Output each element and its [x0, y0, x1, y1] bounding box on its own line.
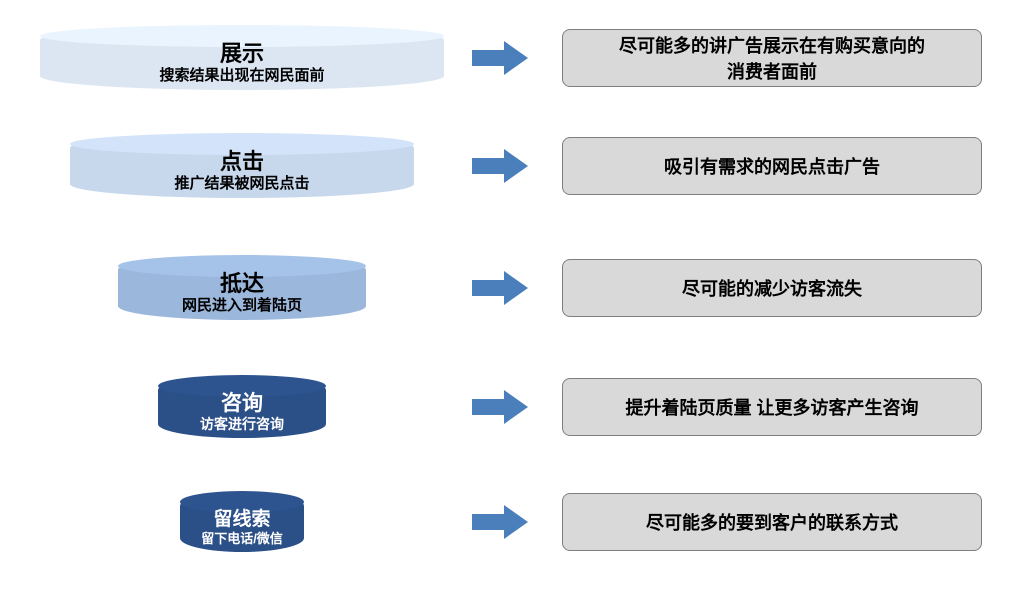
stage-subtitle: 搜索结果出现在网民面前 — [159, 67, 324, 85]
funnel-stage: 点击推广结果被网民点击 — [70, 134, 414, 198]
stage-title: 留线索 — [213, 508, 270, 531]
stage-row: 留线索留下电话/微信 尽可能多的要到客户的联系方式 — [0, 486, 1024, 558]
stage-subtitle: 访客进行咨询 — [200, 416, 284, 433]
stage-title: 咨询 — [221, 391, 263, 416]
stage-row: 咨询访客进行咨询 提升着陆页质量 让更多访客产生咨询 — [0, 370, 1024, 444]
stage-row: 抵达网民进入到着陆页 尽可能的减少访客流失 — [0, 250, 1024, 326]
arrow-right-icon — [472, 149, 528, 183]
stage-title: 抵达 — [220, 271, 264, 297]
funnel-stage: 抵达网民进入到着陆页 — [118, 256, 366, 320]
stage-description: 尽可能多的讲广告展示在有购买意向的 消费者面前 — [562, 29, 982, 87]
funnel-stage: 展示搜索结果出现在网民面前 — [40, 26, 444, 90]
stage-description: 吸引有需求的网民点击广告 — [562, 137, 982, 195]
stage-row: 展示搜索结果出现在网民面前 尽可能多的讲广告展示在有购买意向的 消费者面前 — [0, 20, 1024, 96]
stage-description: 尽可能的减少访客流失 — [562, 259, 982, 317]
arrow-right-icon — [472, 271, 528, 305]
stage-row: 点击推广结果被网民点击 吸引有需求的网民点击广告 — [0, 128, 1024, 204]
stage-subtitle: 推广结果被网民点击 — [174, 175, 309, 193]
stage-subtitle: 网民进入到着陆页 — [182, 297, 302, 315]
funnel-stage: 留线索留下电话/微信 — [180, 492, 304, 552]
stage-description: 尽可能多的要到客户的联系方式 — [562, 493, 982, 551]
stage-description: 提升着陆页质量 让更多访客产生咨询 — [562, 378, 982, 436]
stage-title: 点击 — [220, 149, 264, 175]
arrow-right-icon — [472, 505, 528, 539]
funnel-stage: 咨询访客进行咨询 — [158, 376, 326, 438]
stage-subtitle: 留下电话/微信 — [201, 531, 283, 547]
arrow-right-icon — [472, 41, 528, 75]
arrow-right-icon — [472, 390, 528, 424]
stage-title: 展示 — [220, 41, 264, 67]
